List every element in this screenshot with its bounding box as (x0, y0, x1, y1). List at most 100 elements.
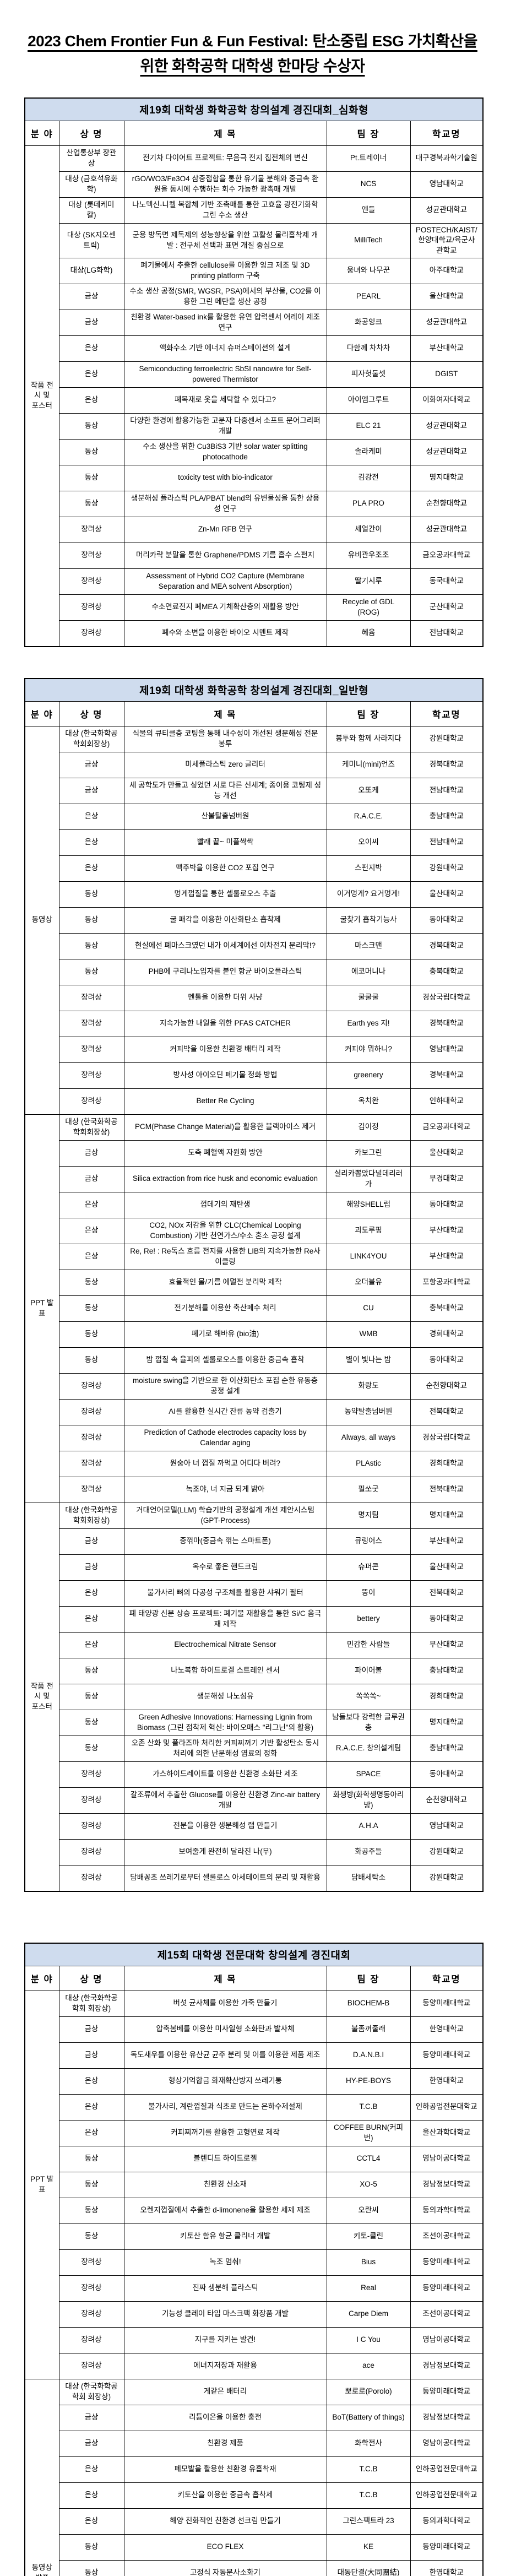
team-cell: 웅녀와 나무꾼 (326, 257, 411, 284)
title-cell: 폐기로 해바유 (bio油) (123, 1321, 327, 1348)
title-cell: 친환경 신소재 (123, 2171, 327, 2198)
award-cell: 은상 (58, 803, 124, 830)
award-cell: 동상 (58, 2534, 124, 2561)
table-row: 장려상 Prediction of Cathode electrodes capa… (25, 1424, 484, 1451)
category-cell: PPT 발표 (24, 1114, 59, 1503)
school-cell: 경상국립대학교 (410, 984, 484, 1011)
title-cell: 녹조야, 너 지금 되게 밝아 (123, 1476, 327, 1503)
award-cell: 대상 (한국화학공학회회장상) (58, 725, 124, 752)
award-cell: 대상 (한국화학공학회 회장상) (58, 1990, 124, 2017)
title-cell: 수소연료전지 폐MEA 기체확산층의 재활용 방안 (123, 594, 327, 621)
award-cell: 장려상 (58, 1398, 124, 1425)
team-cell: 뚱이 (326, 1580, 411, 1607)
team-cell: Recycle of GDL (ROG) (326, 594, 411, 621)
title-cell: 도축 폐혈액 자원화 방안 (123, 1140, 327, 1167)
title-cell: Electrochemical Nitrate Sensor (123, 1631, 327, 1658)
table-row: 장려상 원숭아 너 껍질 까먹고 어디다 버려? PLAstic 경희대학교 (25, 1450, 484, 1477)
award-cell: 장려상 (58, 2301, 124, 2328)
table-row: 동상 toxicity test with bio-indicator 김강전 명지대… (25, 464, 484, 491)
title-cell: AI를 활용한 실시간 잔류 농약 검출기 (123, 1398, 327, 1425)
table-row: 동상 밤 껍질 속 율피의 셀룰로오스를 이용한 중금속 흡착 별이 빛나는 밤 동아… (25, 1347, 484, 1374)
table-row: 금상 도축 폐혈액 자원화 방안 카보그린 울산대학교 (25, 1140, 484, 1167)
award-cell: 은상 (58, 387, 124, 414)
award-cell: 은상 (58, 1631, 124, 1658)
title-cell: 불가사리, 계란껍질과 식초로 만드는 은하수제설제 (123, 2094, 327, 2121)
school-cell: 부산대학교 (410, 1243, 484, 1270)
team-cell: NCS (326, 171, 411, 198)
award-cell: 장려상 (58, 1864, 124, 1892)
award-cell: 은상 (58, 1580, 124, 1607)
team-cell: A.H.A (326, 1813, 411, 1840)
title-cell: 식물의 큐티클층 코팅을 통해 내수성이 개선된 생분해성 전분 봉투 (123, 725, 327, 752)
school-cell: 동아대학교 (410, 1347, 484, 1374)
school-cell: 성균관대학교 (410, 413, 484, 440)
table-row: 장려상 수소연료전지 폐MEA 기체확산층의 재활용 방안 Recycle of G… (25, 594, 484, 621)
title-cell: 녹조 멈춰! (123, 2249, 327, 2276)
column-header: 학교명 (410, 1965, 484, 1991)
table-row: 장려상 갈조류에서 추출한 Glucose를 이용한 친환경 Zinc-air b… (25, 1787, 484, 1814)
school-cell: 부경대학교 (410, 1165, 484, 1192)
award-cell: 금상 (58, 2430, 124, 2457)
table-row: 은상 Semiconducting ferroelectric SbSI nano… (25, 361, 484, 388)
school-cell: 충남대학교 (410, 803, 484, 830)
award-cell: 동상 (58, 1269, 124, 1296)
team-cell: 스펀지박 (326, 855, 411, 882)
school-cell: 충북대학교 (410, 958, 484, 985)
award-cell: 금상 (58, 1528, 124, 1555)
table-row: 은상 맥주박을 이용한 CO2 포집 연구 스펀지박 강원대학교 (25, 855, 484, 882)
team-cell: 괴도루핑 (326, 1217, 411, 1244)
column-header: 제 목 (123, 1965, 327, 1991)
table-row: 은상 커피찌꺼기를 활용한 고형연료 제작 COFFEE BURN(커피번) 울산과학… (25, 2119, 484, 2146)
team-cell: bettery (326, 1606, 411, 1633)
title-cell: Re, Re! : Re독스 흐름 전지를 사용한 LIB의 지속가능한 Re사… (123, 1243, 327, 1270)
table-row: 장려상 지속가능한 내일을 위한 PFAS CATCHER Earth yes 지!… (25, 1010, 484, 1037)
category-cell: 작품 전시 및 포스터 (24, 1502, 59, 1892)
title-cell: 생분해성 플라스틱 PLA/PBAT blend의 유변물성을 통한 상용성 연… (123, 490, 327, 517)
award-cell: 동상 (58, 1321, 124, 1348)
school-cell: 경남정보대학교 (410, 2171, 484, 2198)
table-row: 동상 오존 산화 및 플라즈마 처리한 커피찌꺼기 기반 활성탄소 동시처리에 의… (25, 1735, 484, 1762)
team-cell: BoT(Battery of things) (326, 2404, 411, 2431)
title-cell: 압축봄베를 이용한 미사일형 소화탄과 발사체 (123, 2016, 327, 2043)
school-cell: 한영대학교 (410, 2016, 484, 2043)
category-cell: 작품 전시 및 포스터 (24, 145, 59, 647)
award-cell: 금상 (58, 777, 124, 804)
title-cell: Better Re Cycling (123, 1088, 327, 1115)
title-cell: 맥주박을 이용한 CO2 포집 연구 (123, 855, 327, 882)
team-cell: PLAstic (326, 1450, 411, 1477)
team-cell: 에코머니나 (326, 958, 411, 985)
school-cell: 대구경북과학기술원 (410, 145, 484, 172)
school-cell: 전남대학교 (410, 620, 484, 647)
category-cell: 동영상 발표 (24, 2378, 59, 2576)
school-cell: 전북대학교 (410, 1580, 484, 1607)
team-cell: 해양SHELL럽 (326, 1191, 411, 1218)
title-cell: ECO FLEX (123, 2534, 327, 2561)
title-cell: 현실에선 폐마스크였던 내가 이세계에선 이차전지 분리막!? (123, 932, 327, 959)
team-cell: 파이어볼 (326, 1657, 411, 1684)
table-row: 장려상 기능성 클레이 타입 마스크팩 화장품 개발 Carpe Diem 조선이공대… (25, 2301, 484, 2328)
school-cell: 금오공과대학교 (410, 1114, 484, 1141)
team-cell: COFFEE BURN(커피번) (326, 2119, 411, 2146)
title-cell: 게같은 배터리 (123, 2378, 327, 2405)
school-cell: 아주대학교 (410, 257, 484, 284)
award-cell: 동상 (58, 907, 124, 934)
title-cell: 폐기물에서 추출한 cellulose를 이용한 잉크 제조 및 3D prin… (123, 257, 327, 284)
table-row: 동상 다양한 환경에 활용가능한 고분자 다중센서 소프트 문어그리퍼 개발 ELC… (25, 413, 484, 440)
table-title: 제15회 대학생 전문대학 창의설계 경진대회 (24, 1943, 484, 1966)
team-cell: 실리카뽑았다널데리러가 (326, 1165, 411, 1192)
school-cell: 경남정보대학교 (410, 2404, 484, 2431)
team-cell: D.A.N.B.I (326, 2042, 411, 2069)
title-cell: 폐수와 소변을 이용한 바이오 시멘트 제작 (123, 620, 327, 647)
table-row: 대상 (SK지오센트릭) 군용 방독면 제독제의 성능향상을 위한 고활성 물리흡… (25, 223, 484, 258)
team-cell: 마스크맨 (326, 932, 411, 959)
team-cell: 카보그린 (326, 1140, 411, 1167)
table-row: 대상 (금호석유화학) rGO/WO3/Fe3O4 삼중접합을 통한 유기물 분해… (25, 171, 484, 198)
category-cell: PPT 발표 (24, 1990, 59, 2379)
award-cell: 대상 (금호석유화학) (58, 171, 124, 198)
school-cell: 동국대학교 (410, 568, 484, 595)
team-cell: 화공주들 (326, 1839, 411, 1865)
school-cell: 영남이공대학교 (410, 2430, 484, 2457)
